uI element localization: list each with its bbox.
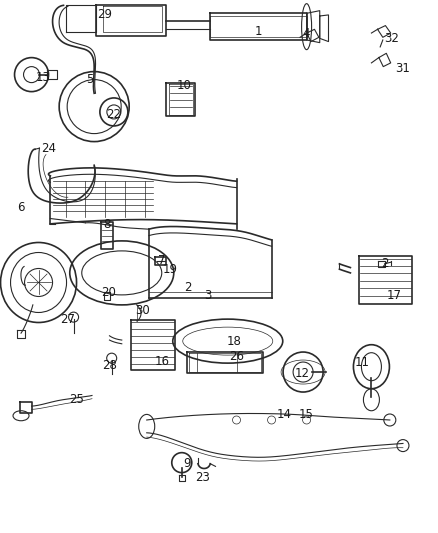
Text: 9: 9 [184,457,191,470]
Text: 25: 25 [69,393,84,406]
Text: 29: 29 [97,9,112,21]
Text: 2: 2 [184,281,192,294]
Text: 14: 14 [276,408,291,421]
Text: 20: 20 [101,286,116,298]
Text: 3: 3 [205,289,212,302]
Text: 28: 28 [102,359,117,372]
Text: 6: 6 [17,201,25,214]
Text: 30: 30 [135,304,150,317]
Text: 4: 4 [303,27,311,39]
Text: 27: 27 [60,313,75,326]
Text: 10: 10 [177,79,191,92]
Text: 11: 11 [355,356,370,369]
Text: 16: 16 [155,355,170,368]
Text: 18: 18 [227,335,242,348]
Text: 5: 5 [86,74,93,86]
Text: 19: 19 [162,263,177,276]
Text: 15: 15 [298,408,313,421]
Text: 13: 13 [35,71,50,84]
Text: 8: 8 [104,219,111,231]
Text: 1: 1 [254,26,262,38]
Text: 31: 31 [396,62,410,75]
Text: 22: 22 [106,108,121,121]
Text: 23: 23 [195,471,210,483]
Text: 26: 26 [229,350,244,362]
Text: 12: 12 [295,367,310,379]
Text: 2: 2 [381,257,389,270]
Text: 24: 24 [41,142,56,155]
Text: 32: 32 [385,32,399,45]
Text: 7: 7 [158,254,166,266]
Text: 17: 17 [387,289,402,302]
